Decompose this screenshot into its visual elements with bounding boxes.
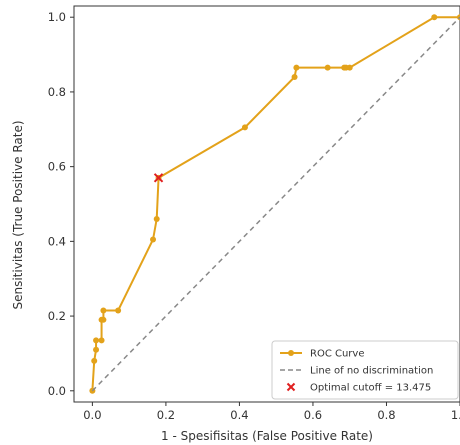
roc-point xyxy=(431,14,438,21)
x-tick-label: 0.0 xyxy=(83,408,101,422)
y-tick-label: 0.2 xyxy=(48,309,66,323)
x-tick-label: 0.4 xyxy=(230,408,248,422)
roc-point xyxy=(93,346,100,353)
roc-point xyxy=(115,307,122,314)
legend-label: Optimal cutoff = 13.475 xyxy=(310,383,431,394)
optimal-cutoff-marker xyxy=(153,173,164,183)
roc-point xyxy=(93,337,100,344)
roc-point xyxy=(100,307,107,314)
legend-roc-marker xyxy=(288,350,294,356)
y-tick-label: 0.4 xyxy=(48,234,66,248)
series xyxy=(89,14,460,394)
roc-point xyxy=(324,64,331,71)
axes: 0.0 0.2 0.4 0.6 0.8 1.0 0.0 0.2 0.4 0.6 0.8 1.0 xyxy=(48,5,460,422)
x-tick-label: 0.6 xyxy=(304,408,322,422)
roc-point xyxy=(346,64,353,71)
plot-frame xyxy=(73,5,460,403)
y-tick-label: 0.6 xyxy=(48,160,66,174)
roc-point xyxy=(91,357,98,364)
legend-label: ROC Curve xyxy=(310,349,364,360)
legend-label: Line of no discrimination xyxy=(310,366,433,377)
x-tick-label: 0.8 xyxy=(377,408,395,422)
x-tick-label: 0.2 xyxy=(157,408,175,422)
roc-point xyxy=(291,73,298,80)
roc-point xyxy=(150,236,157,243)
y-tick-label: 1.0 xyxy=(48,10,66,24)
roc-point xyxy=(153,215,160,222)
x-axis-title: 1 - Spesifisitas (False Positive Rate) xyxy=(161,429,373,443)
y-tick-label: 0.0 xyxy=(48,384,66,398)
roc-point xyxy=(293,64,300,71)
roc-point xyxy=(98,337,105,344)
legend: ROC Curve Line of no discrimination Optima… xyxy=(271,340,459,400)
optimal-cutoff-x-stroke xyxy=(153,173,164,183)
legend-cutoff-swatch xyxy=(286,382,296,392)
legend-box xyxy=(271,340,459,400)
diagonal-reference-line xyxy=(91,16,460,392)
roc-point xyxy=(100,316,107,323)
roc-point xyxy=(241,124,248,131)
x-tick-label: 1.0 xyxy=(451,408,460,422)
y-tick-label: 0.8 xyxy=(48,85,66,99)
y-axis-title: Sensitivitas (True Positive Rate) xyxy=(11,120,25,309)
